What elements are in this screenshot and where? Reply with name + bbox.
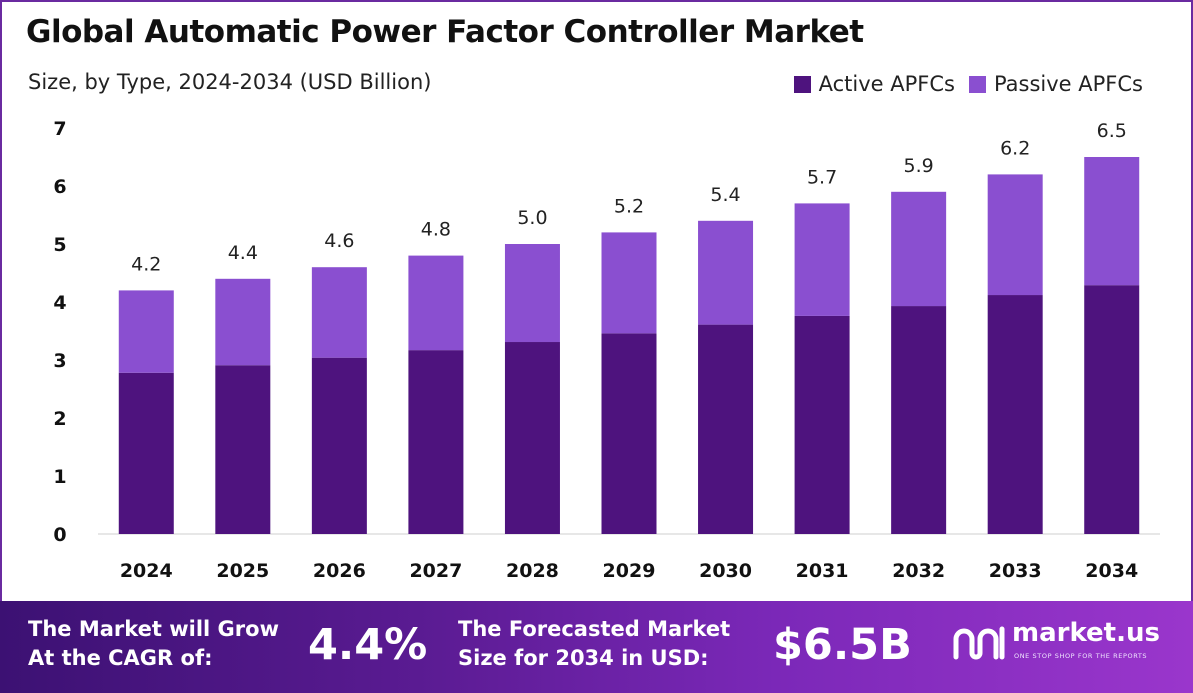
y-tick-label: 2 bbox=[53, 408, 66, 430]
bar-segment-active bbox=[987, 295, 1043, 534]
bar-total-label: 5.2 bbox=[614, 195, 644, 217]
x-tick-label: 2024 bbox=[120, 560, 173, 582]
logo-name: market.us bbox=[1012, 618, 1160, 648]
footer-banner: The Market will Grow At the CAGR of: 4.4… bbox=[0, 601, 1193, 693]
x-tick-label: 2029 bbox=[603, 560, 656, 582]
x-tick-label: 2026 bbox=[313, 560, 366, 582]
bar-segment-passive bbox=[601, 232, 657, 334]
bar-segment-passive bbox=[891, 191, 947, 307]
forecast-value: $6.5B bbox=[773, 620, 912, 670]
bar-segment-active bbox=[118, 372, 174, 534]
x-tick-label: 2032 bbox=[892, 560, 945, 582]
y-tick-label: 1 bbox=[53, 466, 66, 488]
y-tick-label: 3 bbox=[53, 350, 66, 372]
chart-title: Global Automatic Power Factor Controller… bbox=[26, 14, 864, 50]
y-tick-label: 6 bbox=[53, 176, 66, 198]
cagr-caption-line1: The Market will Grow bbox=[28, 617, 279, 641]
bar-total-label: 5.7 bbox=[807, 166, 837, 188]
bar-segment-passive bbox=[698, 220, 754, 325]
bar-segment-active bbox=[1084, 285, 1140, 534]
cagr-caption-line2: At the CAGR of: bbox=[28, 646, 213, 670]
y-tick-label: 7 bbox=[53, 118, 66, 140]
legend-label-passive: Passive APFCs bbox=[993, 72, 1143, 96]
bar-segment-passive bbox=[215, 278, 271, 366]
x-tick-label: 2027 bbox=[409, 560, 462, 582]
bar-total-label: 6.2 bbox=[1000, 137, 1030, 159]
bar-total-label: 4.6 bbox=[324, 230, 354, 252]
bar-segment-active bbox=[891, 306, 947, 534]
bar-segment-passive bbox=[987, 174, 1043, 296]
forecast-caption: The Forecasted Market Size for 2034 in U… bbox=[458, 615, 730, 673]
bar-total-label: 5.0 bbox=[517, 207, 547, 229]
bar-segment-active bbox=[794, 315, 850, 534]
bar-total-label: 5.4 bbox=[710, 184, 740, 206]
bar-total-label: 4.2 bbox=[131, 253, 161, 275]
legend-swatch-passive bbox=[968, 75, 986, 93]
bar-segment-active bbox=[311, 357, 367, 534]
cagr-caption: The Market will Grow At the CAGR of: bbox=[28, 615, 279, 673]
bar-segment-active bbox=[504, 342, 560, 534]
cagr-value: 4.4% bbox=[308, 620, 428, 670]
y-tick-label: 4 bbox=[53, 292, 66, 314]
bar-segment-passive bbox=[1084, 157, 1140, 286]
market-us-logo-icon bbox=[953, 626, 1005, 660]
bar-total-label: 5.9 bbox=[904, 155, 934, 177]
legend-swatch-active bbox=[793, 75, 811, 93]
x-tick-label: 2030 bbox=[699, 560, 752, 582]
x-tick-label: 2028 bbox=[506, 560, 559, 582]
y-tick-label: 5 bbox=[53, 234, 66, 256]
x-tick-label: 2033 bbox=[989, 560, 1042, 582]
chart-legend: Active APFCs Passive APFCs bbox=[793, 72, 1143, 96]
bar-segment-passive bbox=[504, 244, 560, 343]
x-tick-label: 2034 bbox=[1085, 560, 1138, 582]
bar-segment-passive bbox=[118, 290, 174, 373]
y-tick-label: 0 bbox=[53, 524, 66, 546]
x-tick-label: 2025 bbox=[216, 560, 269, 582]
bar-total-label: 4.8 bbox=[421, 219, 451, 241]
bar-segment-active bbox=[601, 333, 657, 534]
bar-segment-active bbox=[215, 365, 271, 534]
legend-item-passive: Passive APFCs bbox=[968, 72, 1143, 96]
forecast-caption-line1: The Forecasted Market bbox=[458, 617, 731, 641]
logo-tagline: ONE STOP SHOP FOR THE REPORTS bbox=[1014, 652, 1148, 660]
x-tick-label: 2031 bbox=[796, 560, 849, 582]
bar-segment-active bbox=[408, 350, 464, 534]
bar-segment-passive bbox=[311, 267, 367, 358]
bar-segment-passive bbox=[794, 203, 850, 316]
bar-segment-active bbox=[698, 324, 754, 534]
bar-total-label: 4.4 bbox=[228, 242, 258, 264]
legend-label-active: Active APFCs bbox=[818, 72, 955, 96]
legend-item-active: Active APFCs bbox=[793, 72, 955, 96]
forecast-caption-line2: Size for 2034 in USD: bbox=[458, 646, 709, 670]
bar-total-label: 6.5 bbox=[1097, 120, 1127, 142]
bar-segment-passive bbox=[408, 255, 464, 351]
chart-subtitle: Size, by Type, 2024-2034 (USD Billion) bbox=[28, 70, 432, 94]
bar-chart: 0 1 2 3 4 5 6 7 4.2 2024 4.4 2025 4.6 2026 4.8 2027 5.0 2… bbox=[53, 118, 1160, 582]
